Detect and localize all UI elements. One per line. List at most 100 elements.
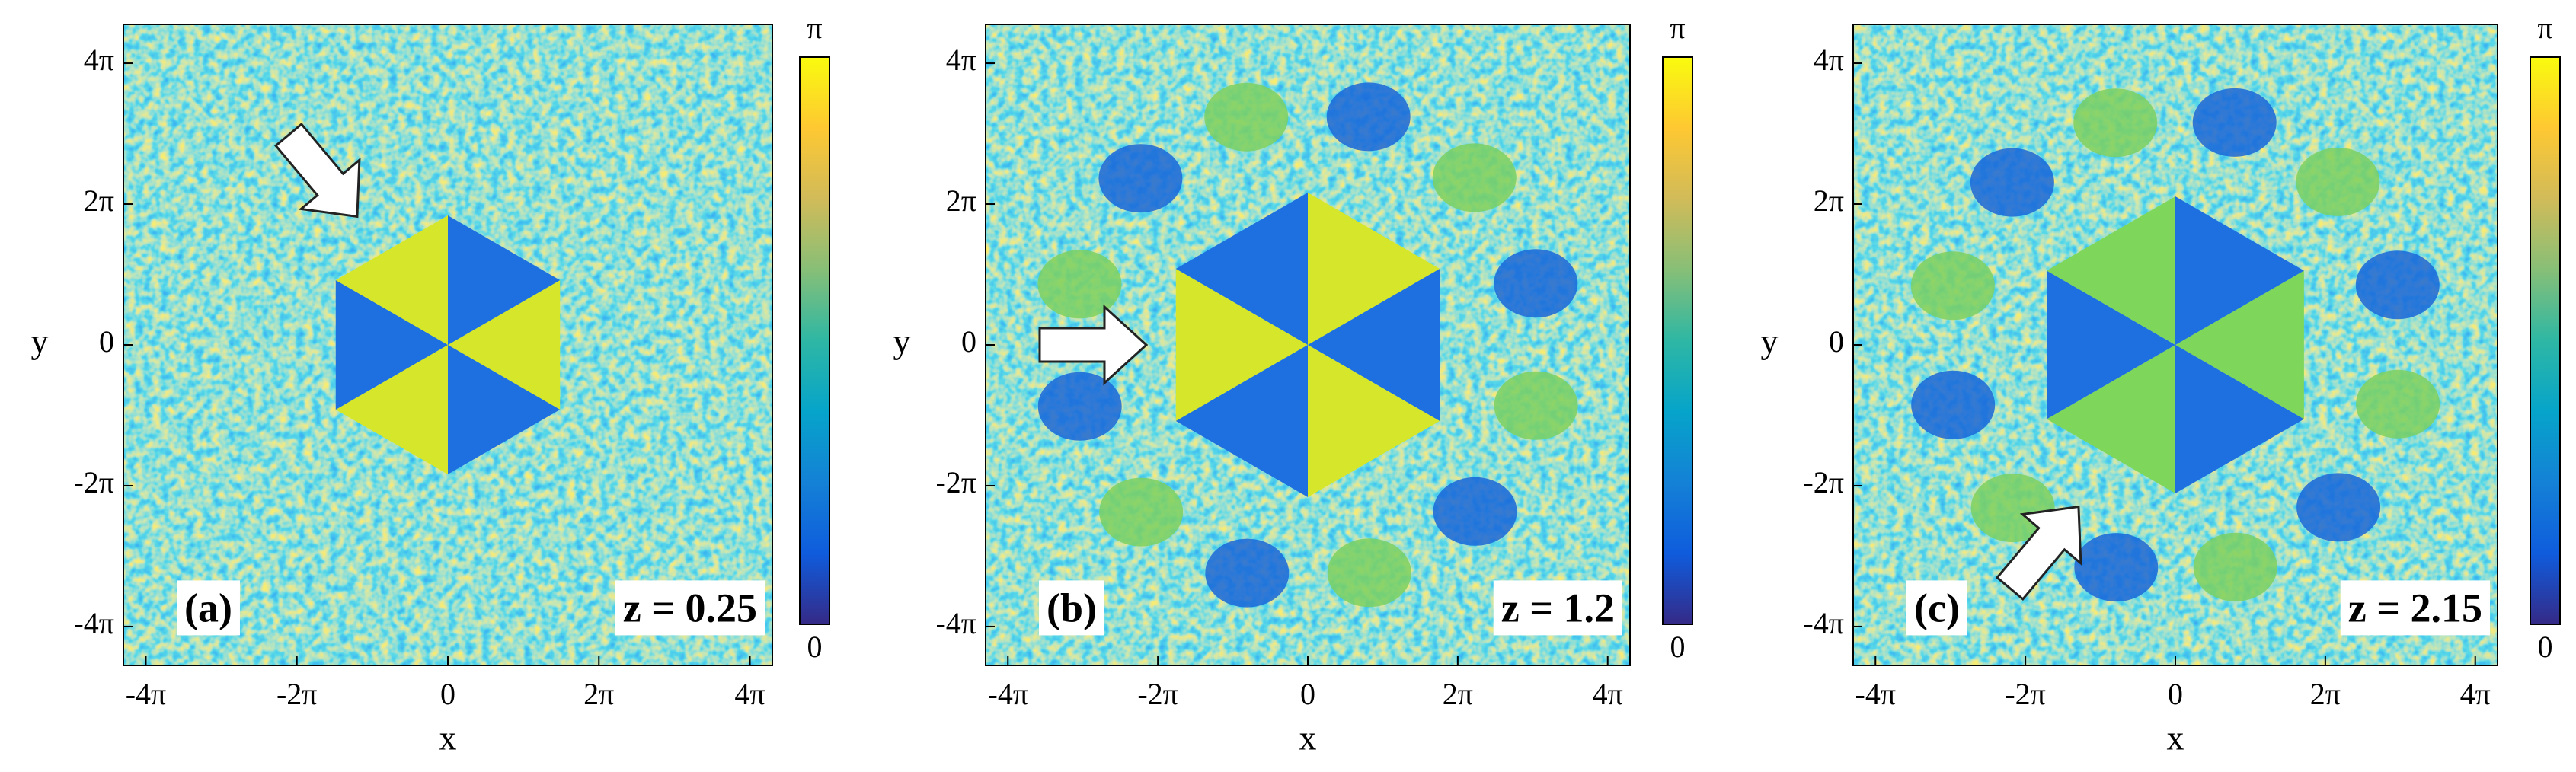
- annotation: z = 2.15: [2348, 585, 2482, 630]
- x-axis-label: x: [2167, 719, 2184, 758]
- wedge: [1175, 193, 1308, 345]
- x-tick-label: 4π: [734, 677, 765, 711]
- lobe: [2296, 473, 2381, 542]
- x-tick-label: 2π: [583, 677, 614, 711]
- x-tick-label: 4π: [2460, 677, 2491, 711]
- x-tick-label: 0: [2168, 677, 2183, 711]
- y-tick-label: -2π: [1803, 465, 1844, 499]
- colorbar: [2530, 56, 2561, 625]
- wedge: [2175, 270, 2304, 419]
- wedge: [335, 280, 448, 410]
- colorbar-tick-label: π: [2537, 11, 2552, 45]
- colorbar-tick-label: 0: [2538, 630, 2553, 664]
- x-tick-label: -4π: [988, 677, 1029, 711]
- y-tick-label: 4π: [84, 43, 114, 77]
- y-axis-label: y: [893, 322, 911, 361]
- wedge: [2047, 345, 2175, 493]
- lobe: [2355, 250, 2440, 320]
- wedge: [448, 280, 561, 410]
- wedge: [335, 215, 448, 345]
- lobe: [1494, 371, 1578, 440]
- y-tick-label: 2π: [946, 183, 976, 218]
- wedge: [1175, 269, 1308, 421]
- lobe: [1326, 82, 1411, 152]
- wedge: [2047, 196, 2175, 345]
- wedge: [2175, 196, 2304, 345]
- y-tick-label: 2π: [84, 183, 114, 218]
- wedge: [1308, 193, 1440, 345]
- wedge: [2047, 270, 2175, 419]
- lobe: [1494, 249, 1578, 318]
- x-tick-label: 2π: [2310, 677, 2341, 711]
- y-tick-label: 2π: [1814, 183, 1844, 218]
- lobe: [1970, 148, 2054, 217]
- x-tick-label: 0: [1300, 677, 1315, 711]
- phase-map: [1853, 24, 2498, 665]
- colorbar: [1662, 56, 1693, 625]
- lobe: [2074, 533, 2159, 602]
- lobe: [1910, 251, 1995, 321]
- lobe: [1204, 82, 1289, 152]
- annotation-box: [2340, 580, 2490, 636]
- x-tick-label: -2π: [1137, 677, 1178, 711]
- annotation: z = 0.25: [623, 585, 757, 630]
- panel: -4π -2π 0 2π 4π -4π -2π 0 2π 4π x y (b) z = 1.2 0 π: [893, 11, 1693, 758]
- x-tick-label: 4π: [1593, 677, 1623, 711]
- y-tick-label: 0: [961, 324, 976, 359]
- y-tick-label: 4π: [1814, 43, 1844, 77]
- lobe: [1099, 477, 1184, 547]
- panel-label-box: [1906, 580, 1967, 636]
- wedge: [448, 215, 561, 345]
- annotation-box: [1493, 580, 1622, 636]
- colorbar-tick-label: 0: [807, 630, 823, 664]
- panel-label: (a): [184, 585, 232, 630]
- y-tick-label: -2π: [935, 465, 976, 499]
- lobe: [1037, 250, 1122, 319]
- arrow: [273, 122, 361, 219]
- panel: -4π -2π 0 2π 4π -4π -2π 0 2π 4π x y (c) z = 2.15 0 π: [1761, 11, 2561, 758]
- lobe: [2193, 532, 2277, 601]
- wedge: [1175, 345, 1308, 497]
- panel: -4π -2π 0 2π 4π -4π -2π 0 2π 4π x y (a) z = 0.25 0 π: [31, 11, 830, 758]
- colorbar-tick-label: π: [1670, 11, 1685, 45]
- annotation: z = 1.2: [1501, 585, 1615, 630]
- y-tick-label: 0: [99, 324, 114, 359]
- x-tick-label: 0: [440, 677, 455, 711]
- lobe: [1098, 144, 1183, 213]
- x-tick-label: 2π: [1443, 677, 1473, 711]
- x-axis-label: x: [439, 719, 457, 758]
- phase-map: [123, 24, 772, 665]
- lobe: [2296, 147, 2380, 216]
- lobe: [1433, 477, 1517, 546]
- lobe: [1911, 370, 1996, 439]
- colorbar-tick-label: 0: [1670, 630, 1686, 664]
- wedge: [335, 345, 448, 474]
- x-axis-label: x: [1299, 719, 1317, 758]
- y-tick-label: 0: [1829, 324, 1844, 359]
- wedge: [448, 345, 561, 474]
- panel-label: (c): [1914, 585, 1960, 630]
- panel-label: (b): [1047, 585, 1097, 630]
- colorbar: [799, 56, 830, 625]
- colorbar-tick-label: π: [807, 11, 822, 45]
- arrow: [1995, 505, 2082, 601]
- annotation-box: [615, 580, 765, 636]
- x-tick-label: -2π: [2005, 677, 2046, 711]
- arrow: [1038, 304, 1149, 386]
- y-tick-label: -4π: [935, 606, 976, 640]
- y-axis-label: y: [1761, 322, 1779, 361]
- x-tick-label: -4π: [126, 677, 167, 711]
- lobe: [1205, 538, 1290, 608]
- wedge: [1308, 345, 1440, 497]
- wedge: [2175, 345, 2304, 493]
- lobe: [2073, 88, 2158, 158]
- lobe: [2192, 88, 2277, 157]
- y-tick-label: -4π: [1803, 606, 1844, 640]
- lobe: [1432, 143, 1517, 212]
- panel-label-box: [1039, 580, 1104, 636]
- lobe: [1037, 372, 1122, 441]
- y-axis-label: y: [31, 322, 49, 361]
- lobe: [2356, 369, 2440, 439]
- y-tick-label: 4π: [946, 43, 976, 77]
